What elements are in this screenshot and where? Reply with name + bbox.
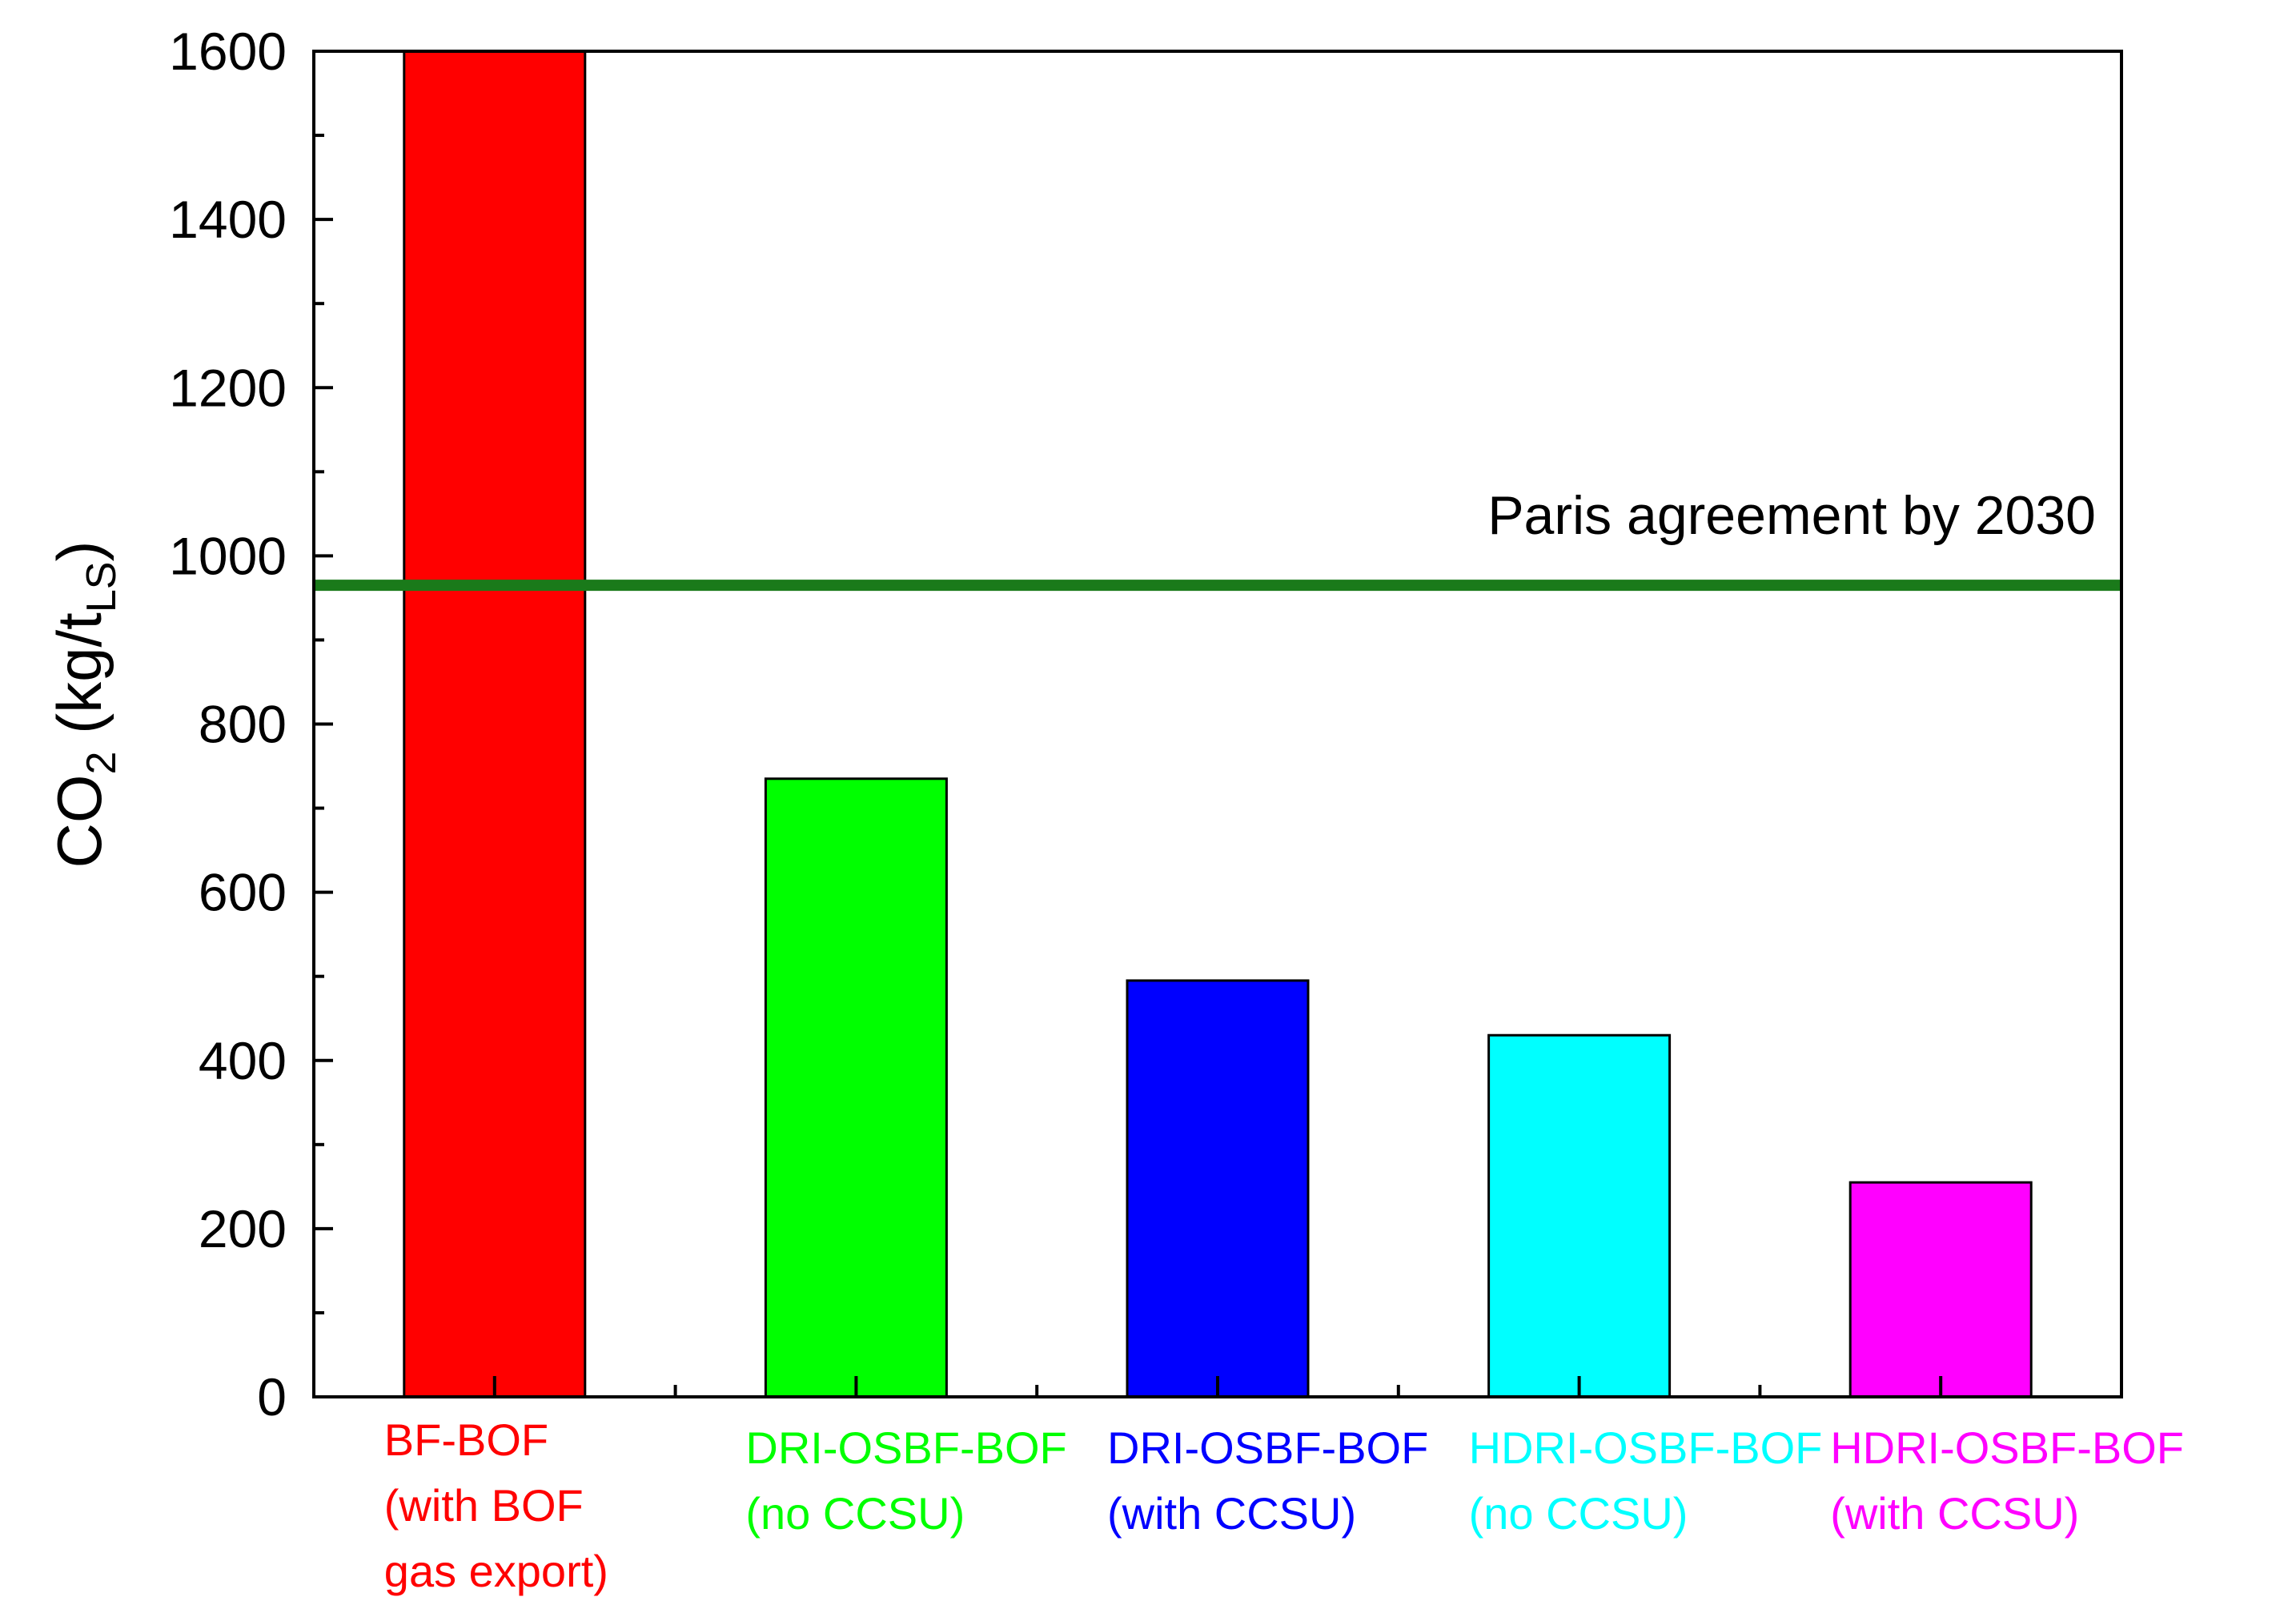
bars-group: [403, 50, 2033, 1398]
y-tick-label: 1600: [169, 22, 287, 81]
x-category-label-5: HDRI-OSBF-BOF (with CCSU): [1830, 1422, 2184, 1539]
y-tick-label: 1000: [169, 526, 287, 585]
x-category-label-4: HDRI-OSBF-BOF (no CCSU): [1469, 1422, 1823, 1539]
x-category-label-1: BF-BOF (with BOF gas export): [384, 1414, 608, 1596]
x-category-label-2: DRI-OSBF-BOF (no CCSU): [745, 1422, 1066, 1539]
reference-line-group: Paris agreement by 2030: [314, 485, 2121, 592]
y-tick-label: 400: [199, 1031, 287, 1090]
y-tick-label: 1400: [169, 190, 287, 249]
y-tick-label: 800: [199, 695, 287, 754]
y-tick-label: 1200: [169, 358, 287, 417]
bar-4: [1487, 1033, 1672, 1398]
paris-agreement-label: Paris agreement by 2030: [1487, 485, 2096, 546]
y-tick-label: 0: [257, 1367, 287, 1426]
y-tick-label: 600: [199, 863, 287, 922]
bar-1: [403, 50, 587, 1398]
bar-3: [1126, 979, 1310, 1398]
bar-2: [764, 777, 948, 1398]
x-category-label-3: DRI-OSBF-BOF (with CCSU): [1107, 1422, 1428, 1539]
y-tick-label: 200: [199, 1199, 287, 1258]
y-axis: 0 200 400 600 800 1000 1200 1400 1600: [169, 22, 333, 1426]
y-axis-label: CO2 (kg/tLS): [44, 541, 125, 869]
bar-5: [1848, 1181, 2033, 1398]
x-axis: BF-BOF (with BOF gas export) DRI-OSBF-BOF (n…: [384, 1376, 2184, 1596]
